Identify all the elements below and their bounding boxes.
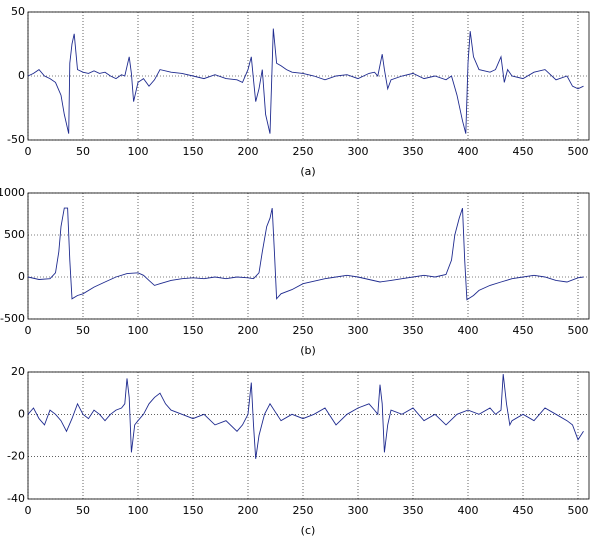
x-tick-label: 50 — [76, 324, 90, 337]
plot-frame — [27, 192, 590, 320]
y-tick-label: 0 — [18, 69, 25, 82]
x-tick-label: 200 — [238, 504, 259, 517]
signal-line — [27, 28, 584, 134]
x-tick-label: 0 — [25, 504, 32, 517]
x-tick-label: 350 — [403, 504, 424, 517]
x-tick-label: 450 — [513, 504, 534, 517]
x-tick-label: 100 — [128, 324, 149, 337]
x-tick-label: 100 — [128, 504, 149, 517]
x-tick-label: 450 — [513, 324, 534, 337]
x-tick-label: 100 — [128, 145, 149, 158]
x-tick-label: 250 — [293, 504, 314, 517]
x-tick-label: 300 — [348, 324, 369, 337]
y-tick-label: 0 — [18, 270, 25, 283]
y-tick-label: -40 — [7, 492, 25, 505]
x-tick-label: 150 — [183, 145, 204, 158]
x-tick-label: 300 — [348, 504, 369, 517]
x-tick-label: 150 — [183, 324, 204, 337]
x-tick-label: 400 — [458, 324, 479, 337]
x-tick-label: 300 — [348, 145, 369, 158]
x-tick-label: 500 — [568, 324, 589, 337]
x-tick-label: 350 — [403, 324, 424, 337]
y-tick-label: 0 — [18, 407, 25, 420]
panel-caption: (c) — [301, 524, 316, 537]
x-tick-label: 500 — [568, 145, 589, 158]
x-tick-label: 0 — [25, 145, 32, 158]
y-tick-label: 20 — [11, 365, 25, 378]
x-tick-label: 450 — [513, 145, 534, 158]
x-tick-label: 150 — [183, 504, 204, 517]
x-tick-label: 50 — [76, 504, 90, 517]
y-tick-label: 500 — [4, 228, 25, 241]
panel-caption: (a) — [300, 165, 315, 178]
signal-line — [27, 207, 584, 301]
signal-line — [27, 374, 584, 459]
x-tick-label: 200 — [238, 145, 259, 158]
x-tick-label: 50 — [76, 145, 90, 158]
x-tick-label: 0 — [25, 324, 32, 337]
y-tick-label: -500 — [0, 312, 25, 325]
y-tick-label: 1000 — [0, 186, 25, 199]
x-tick-label: 250 — [293, 145, 314, 158]
x-tick-label: 350 — [403, 145, 424, 158]
x-tick-label: 400 — [458, 504, 479, 517]
y-tick-label: 50 — [11, 5, 25, 18]
panel-caption: (b) — [300, 344, 316, 357]
x-tick-label: 250 — [293, 324, 314, 337]
y-tick-label: -20 — [7, 450, 25, 463]
x-tick-label: 500 — [568, 504, 589, 517]
y-tick-label: -50 — [7, 133, 25, 146]
x-tick-label: 200 — [238, 324, 259, 337]
x-tick-label: 400 — [458, 145, 479, 158]
